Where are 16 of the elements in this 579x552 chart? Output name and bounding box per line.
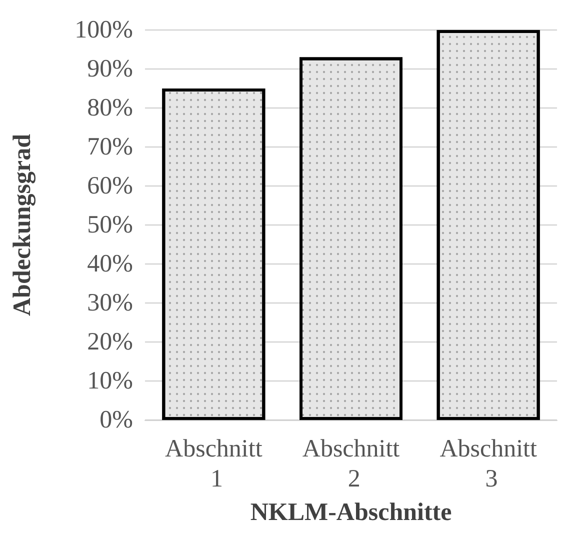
x-axis-title: NKLM-Abschnitte: [250, 499, 452, 526]
y-tick-label: 50%: [87, 212, 133, 238]
y-tick-label: 20%: [87, 328, 133, 356]
y-tick-label: 0%: [100, 406, 133, 434]
y-tick-label: 10%: [87, 368, 133, 394]
x-tick-label: Abschnitt 2: [302, 436, 400, 492]
y-tick-label: 60%: [87, 172, 133, 200]
y-tick-label: 30%: [87, 290, 133, 316]
y-axis-title: Abdeckungsgrad: [9, 134, 36, 316]
y-tick-label: 40%: [87, 250, 133, 278]
x-tick-label: Abschnitt 3: [440, 436, 537, 492]
y-tick-label: 80%: [87, 94, 133, 122]
y-tick-label: 70%: [87, 134, 133, 160]
y-tick-label: 100%: [74, 16, 133, 44]
y-tick-label: 90%: [87, 56, 133, 82]
x-tick-label: Abschnitt 1: [165, 436, 262, 492]
